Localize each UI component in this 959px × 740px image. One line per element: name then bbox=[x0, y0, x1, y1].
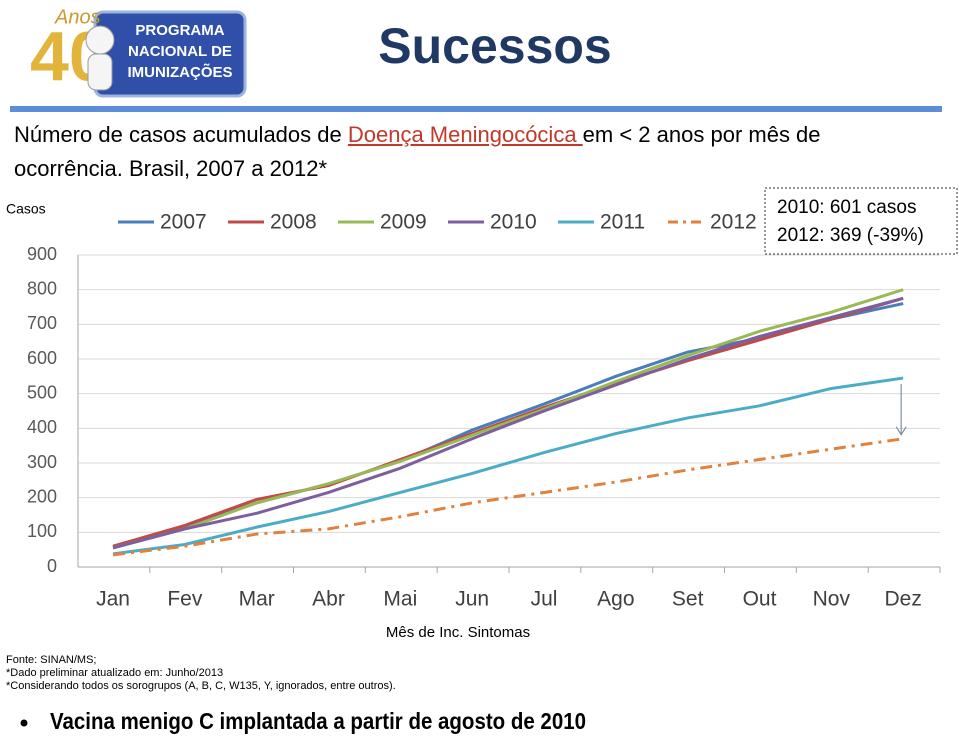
bullet-text: Vacina menigo C implantada a partir de a… bbox=[50, 708, 586, 734]
y-axis-label: Casos bbox=[6, 201, 46, 217]
x-tick-label: Jul bbox=[531, 588, 558, 611]
x-tick-label: Ago bbox=[597, 588, 634, 611]
subtitle-text: Número de casos acumulados de bbox=[14, 122, 348, 147]
legend-label: 2012 bbox=[710, 211, 757, 234]
x-tick-label: Out bbox=[743, 588, 777, 611]
y-tick-label: 600 bbox=[27, 348, 57, 368]
x-tick-label: Set bbox=[672, 588, 704, 611]
series-line bbox=[112, 296, 904, 548]
note: *Dado preliminar atualizado em: Junho/20… bbox=[6, 667, 223, 679]
note: Fonte: SINAN/MS; bbox=[6, 654, 96, 666]
bullet-dot bbox=[20, 719, 28, 727]
annotation-box bbox=[764, 187, 958, 255]
note: *Considerando todos os sorogrupos (A, B,… bbox=[6, 680, 396, 692]
series-line bbox=[112, 288, 904, 550]
series-line bbox=[112, 437, 904, 557]
x-tick-label: Dez bbox=[884, 588, 921, 611]
legend-label: 2011 bbox=[600, 211, 645, 234]
title: Sucessos bbox=[378, 18, 611, 74]
y-tick-label: 500 bbox=[27, 382, 57, 402]
y-tick-label: 200 bbox=[27, 486, 57, 506]
annotation: 2010: 601 casos bbox=[777, 197, 916, 218]
annotation: 2012: 369 (-39%) bbox=[777, 225, 924, 246]
x-tick-label: Abr bbox=[312, 588, 345, 611]
subtitle: Número de casos acumulados de Doença Men… bbox=[14, 118, 914, 186]
legend-label: 2009 bbox=[380, 211, 427, 234]
x-tick-label: Mar bbox=[239, 588, 275, 611]
x-tick-label: Jun bbox=[455, 588, 489, 611]
logo-figure bbox=[87, 53, 113, 91]
series-line bbox=[112, 376, 904, 556]
x-tick-label: Jan bbox=[96, 588, 130, 611]
x-axis-label: Mês de Inc. Sintomas bbox=[386, 624, 530, 641]
logo-text: IMUNIZAÇÕES bbox=[128, 63, 233, 81]
y-tick-label: 900 bbox=[27, 244, 57, 264]
arrow-head bbox=[895, 426, 907, 436]
y-tick-label: 0 bbox=[47, 556, 57, 576]
legend-label: 2007 bbox=[160, 211, 207, 234]
y-tick-label: 300 bbox=[27, 452, 57, 472]
x-tick-label: Fev bbox=[167, 588, 203, 611]
logo-figure bbox=[85, 25, 115, 55]
y-tick-label: 700 bbox=[27, 313, 57, 333]
x-tick-label: Mai bbox=[383, 588, 417, 611]
y-tick-label: 800 bbox=[27, 278, 57, 298]
x-tick-label: Nov bbox=[813, 588, 851, 611]
logo-anos: Anos bbox=[54, 6, 101, 28]
subtitle-highlight: Doença Meningocócica bbox=[347, 122, 583, 147]
subtitle-text: em < 2 anos por mês de ocorrência. Brasi… bbox=[14, 122, 821, 181]
y-tick-label: 100 bbox=[27, 521, 57, 541]
title-rule bbox=[10, 106, 942, 112]
legend-label: 2008 bbox=[270, 211, 317, 234]
y-tick-label: 400 bbox=[27, 417, 57, 437]
logo: 40 Anos PROGRAMA NACIONAL DE IMUNIZAÇÕES bbox=[30, 6, 247, 98]
logo-text: PROGRAMA bbox=[135, 22, 224, 39]
logo-text: NACIONAL DE bbox=[128, 43, 232, 60]
legend-label: 2010 bbox=[490, 211, 537, 234]
series-line bbox=[112, 296, 904, 550]
